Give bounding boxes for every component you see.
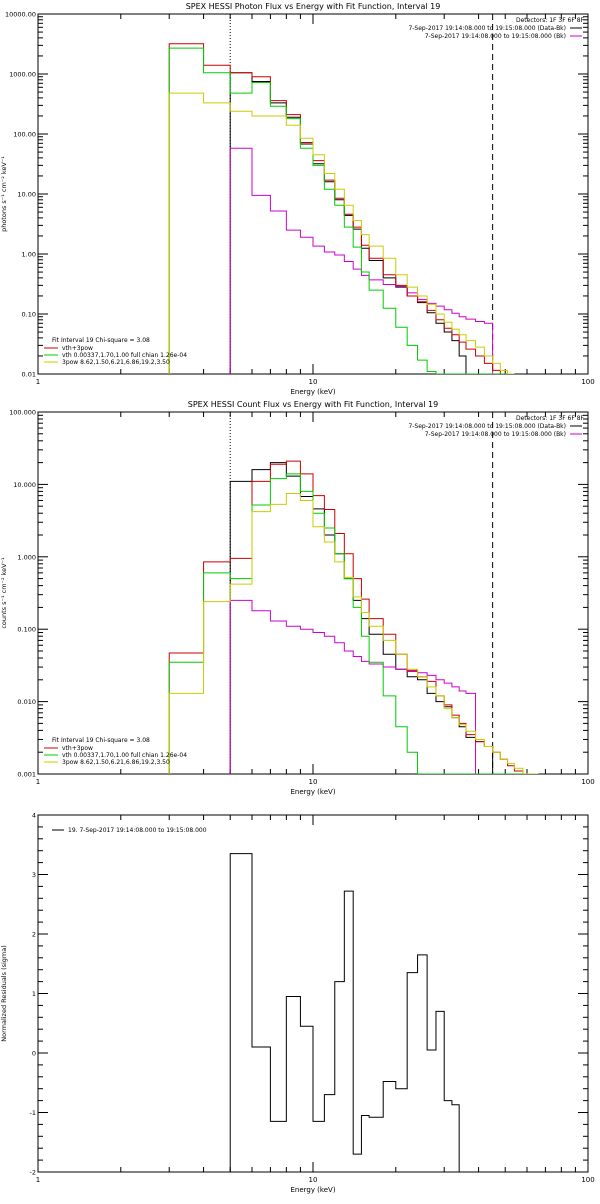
chart-panel-1: SPEX HESSI Photon Flux vs Energy with Fi… bbox=[0, 2, 595, 396]
x-tick-label: 10 bbox=[309, 378, 318, 386]
legend-item: vth+3pow bbox=[62, 345, 93, 352]
header-line: Detectors: 1F 3F 6F 8F bbox=[516, 17, 585, 24]
x-tick-label: 100 bbox=[581, 1176, 594, 1184]
y-tick-label: 0.01 bbox=[22, 371, 36, 379]
x-axis-label: Energy (keV) bbox=[290, 788, 335, 796]
chart-panel-2: SPEX HESSI Count Flux vs Energy with Fit… bbox=[0, 400, 595, 796]
series-data_bk bbox=[229, 72, 467, 374]
x-tick-label: 10 bbox=[309, 778, 318, 786]
series-pow bbox=[168, 92, 515, 374]
legend-item: 19. 7-Sep-2017 19:14:08.000 to 19:15:08.… bbox=[68, 827, 207, 834]
series-vth bbox=[168, 47, 515, 374]
legend-item: 3pow 8.62,1.50,6.21,6.86,19.2,3.50 bbox=[62, 759, 170, 766]
x-tick-label: 1 bbox=[36, 1176, 40, 1184]
legend-item: 3pow 8.62,1.50,6.21,6.86,19.2,3.50 bbox=[62, 359, 170, 366]
series-pow bbox=[168, 492, 539, 774]
y-axis-label: photons s⁻¹ cm⁻² keV⁻¹ bbox=[0, 156, 8, 232]
x-tick-label: 1 bbox=[36, 778, 40, 786]
y-axis-label: counts s⁻¹ cm⁻² keV⁻¹ bbox=[0, 557, 8, 629]
y-tick-label: 4 bbox=[32, 812, 36, 820]
x-tick-label: 1 bbox=[36, 378, 40, 386]
y-tick-label: 0.100 bbox=[17, 626, 36, 634]
y-tick-label: 0.010 bbox=[17, 698, 36, 706]
header-line: 7-Sep-2017 19:14:08.000 to 19:15:08.000 … bbox=[425, 33, 566, 40]
y-tick-label: 1.000 bbox=[17, 553, 36, 561]
chart-panel-3: 1 10 100 -2 -1 0 1 2 3 4 Energy (keV) Normalized Re… bbox=[0, 812, 595, 1195]
header-line: Detectors: 1F 3F 6F 8F bbox=[516, 415, 585, 422]
legend-header: Fit Interval 19 Chi-square = 3.08 bbox=[52, 737, 150, 744]
y-tick-label: -2 bbox=[30, 1169, 36, 1177]
x-tick-label: 100 bbox=[581, 378, 594, 386]
y-tick-label: 10.000 bbox=[13, 481, 36, 489]
y-tick-label: 2 bbox=[32, 931, 36, 939]
series-residuals bbox=[229, 853, 460, 1172]
y-tick-label: 10000.00 bbox=[5, 11, 36, 19]
series-vth bbox=[168, 473, 539, 774]
y-tick-label: 0 bbox=[32, 1050, 36, 1058]
series-total bbox=[168, 43, 515, 374]
y-tick-label: 10.00 bbox=[17, 191, 36, 199]
legend-item: vth 0.00337,1.70,1.00 full chian 1.26e-0… bbox=[62, 752, 187, 759]
x-tick-label: 100 bbox=[581, 778, 594, 786]
legend-header: Fit Interval 19 Chi-square = 3.08 bbox=[52, 337, 150, 344]
y-tick-label: 0.001 bbox=[17, 771, 36, 779]
y-tick-label: 100.000 bbox=[9, 409, 36, 417]
series-bk bbox=[229, 147, 494, 374]
x-axis-label: Energy (keV) bbox=[290, 388, 335, 396]
header-line: 7-Sep-2017 19:14:08.000 to 19:15:08.000 … bbox=[408, 25, 566, 32]
header-line: 7-Sep-2017 19:14:08.000 to 19:15:08.000 … bbox=[425, 431, 566, 438]
chart-title: SPEX HESSI Photon Flux vs Energy with Fi… bbox=[186, 2, 441, 11]
y-tick-label: 0.10 bbox=[22, 311, 36, 319]
legend-item: vth+3pow bbox=[62, 745, 93, 752]
y-tick-label: 1.00 bbox=[22, 251, 36, 259]
legend-item: vth 0.00337,1.70,1.00 full chian 1.26e-0… bbox=[62, 352, 187, 359]
y-axis-label: Normalized Residuals (sigma) bbox=[0, 945, 8, 1042]
y-tick-label: 1000.00 bbox=[9, 71, 36, 79]
header-line: 7-Sep-2017 19:14:08.000 to 19:15:08.000 … bbox=[408, 423, 566, 430]
chart-title: SPEX HESSI Count Flux vs Energy with Fit… bbox=[188, 400, 439, 409]
y-tick-label: -1 bbox=[30, 1109, 36, 1117]
x-axis-label: Energy (keV) bbox=[290, 1186, 335, 1194]
y-tick-label: 3 bbox=[32, 871, 36, 879]
y-tick-label: 100.00 bbox=[13, 131, 36, 139]
x-tick-label: 10 bbox=[309, 1176, 318, 1184]
y-tick-label: 1 bbox=[32, 990, 36, 998]
